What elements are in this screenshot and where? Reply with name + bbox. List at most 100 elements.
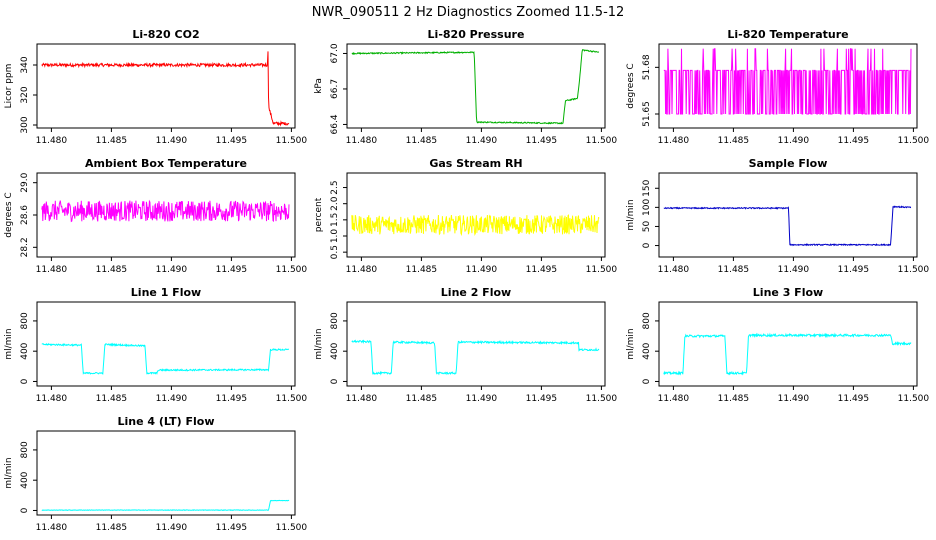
y-tick-label: 1.5 — [330, 213, 340, 227]
panel-title: Line 1 Flow — [131, 286, 201, 299]
series-line — [663, 48, 912, 115]
panel-line-1-flow: Line 1 Flow 11.480 11.485 11.490 11.495 11.50… — [4, 286, 307, 404]
x-tick-label: 11.485 — [406, 394, 438, 404]
y-tick-label: 150 — [642, 179, 652, 196]
x-tick-label: 11.490 — [156, 136, 188, 146]
x-tick-label: 11.485 — [718, 394, 750, 404]
x-tick-label: 11.495 — [838, 265, 870, 275]
panel-li-820-temperature: Li-820 Temperature 11.480 11.485 11.490 11.4… — [626, 28, 929, 146]
series-line — [41, 51, 290, 127]
x-tick-label: 11.480 — [658, 265, 690, 275]
panel-title: Line 2 Flow — [441, 286, 511, 299]
panel-line-3-flow: Line 3 Flow 11.480 11.485 11.490 11.495 11.50… — [626, 286, 929, 404]
plot-frame — [658, 43, 918, 129]
y-tick-label: 50 — [642, 220, 652, 232]
y-tick-label: 400 — [330, 342, 340, 359]
x-tick-label: 11.485 — [96, 394, 128, 404]
y-tick-label: 800 — [20, 441, 30, 458]
y-tick-label: 800 — [330, 312, 340, 329]
y-axis-label: ml/min — [314, 328, 324, 359]
x-tick-label: 11.480 — [658, 136, 690, 146]
x-tick-label: 11.500 — [898, 265, 930, 275]
x-tick-label: 11.490 — [156, 523, 188, 533]
panel-li-820-co2: Li-820 CO2 11.480 11.485 11.490 11.495 11.500… — [4, 28, 307, 146]
y-tick-label: 320 — [20, 86, 30, 103]
series-line — [41, 342, 289, 375]
x-tick-label: 11.485 — [406, 265, 438, 275]
x-tick-label: 11.485 — [718, 265, 750, 275]
x-tick-label: 11.495 — [526, 265, 558, 275]
y-axis-label: kPa — [314, 78, 324, 94]
panel-title: Line 4 (LT) Flow — [118, 415, 215, 428]
plot-frame — [658, 172, 918, 258]
plot-frame — [36, 301, 296, 387]
y-tick-label: 29.0 — [20, 172, 30, 192]
x-tick-label: 11.485 — [406, 136, 438, 146]
x-tick-label: 11.485 — [718, 136, 750, 146]
x-tick-label: 11.495 — [216, 523, 248, 533]
figure-title: NWR_090511 2 Hz Diagnostics Zoomed 11.5-… — [312, 5, 625, 20]
y-tick-label: 100 — [642, 199, 652, 216]
x-tick-label: 11.495 — [526, 394, 558, 404]
panel-li-820-pressure: Li-820 Pressure 11.480 11.485 11.490 11.495 1… — [314, 28, 617, 146]
x-tick-label: 11.495 — [526, 136, 558, 146]
x-tick-label: 11.485 — [96, 265, 128, 275]
x-tick-label: 11.480 — [36, 394, 68, 404]
y-tick-label: 28.6 — [20, 205, 30, 225]
panel-ambient-box-temperature: Ambient Box Temperature 11.480 11.485 11.49… — [4, 157, 307, 275]
y-tick-label: 66.7 — [330, 79, 340, 99]
series-line — [663, 205, 912, 247]
plot-frame — [36, 430, 296, 516]
x-tick-label: 11.495 — [216, 265, 248, 275]
series-line — [351, 214, 600, 237]
x-tick-label: 11.480 — [36, 265, 68, 275]
panel-line-4-lt-flow: Line 4 (LT) Flow 11.480 11.485 11.490 11.495… — [4, 415, 307, 533]
y-axis-label: ml/min — [626, 199, 636, 230]
y-axis-label: ml/min — [626, 328, 636, 359]
x-tick-label: 11.490 — [778, 136, 810, 146]
x-tick-label: 11.480 — [658, 394, 690, 404]
series-line — [351, 49, 599, 125]
x-tick-label: 11.500 — [276, 523, 308, 533]
y-tick-label: 0 — [642, 242, 652, 248]
panel-gas-stream-rh: Gas Stream RH 11.480 11.485 11.490 11.495 11.… — [314, 157, 617, 275]
panel-title: Li-820 Pressure — [428, 28, 525, 41]
x-tick-label: 11.485 — [96, 136, 128, 146]
panel-title: Li-820 Temperature — [727, 28, 848, 41]
x-tick-label: 11.490 — [466, 265, 498, 275]
x-tick-label: 11.500 — [898, 394, 930, 404]
series-line — [41, 499, 290, 511]
x-tick-label: 11.495 — [216, 136, 248, 146]
y-tick-label: 0 — [642, 378, 652, 384]
x-tick-label: 11.480 — [346, 265, 378, 275]
y-axis-label: percent — [314, 197, 324, 232]
x-tick-label: 11.500 — [276, 394, 308, 404]
y-axis-label: degrees C — [4, 192, 14, 237]
panel-title: Sample Flow — [749, 157, 828, 170]
series-line — [663, 332, 912, 376]
panel-title: Ambient Box Temperature — [85, 157, 247, 170]
y-tick-label: 0.5 — [330, 245, 340, 259]
y-tick-label: 51.65 — [642, 101, 652, 127]
series-line — [41, 199, 290, 223]
y-tick-label: 66.4 — [330, 114, 340, 134]
x-tick-label: 11.500 — [898, 136, 930, 146]
y-tick-label: 51.68 — [642, 54, 652, 80]
plot-frame — [658, 301, 918, 387]
x-tick-label: 11.495 — [216, 394, 248, 404]
plot-frame — [36, 43, 296, 129]
y-tick-label: 400 — [20, 471, 30, 488]
y-tick-label: 0 — [20, 507, 30, 513]
y-tick-label: 400 — [642, 342, 652, 359]
x-tick-label: 11.500 — [586, 394, 618, 404]
panel-title: Li-820 CO2 — [132, 28, 199, 41]
x-tick-label: 11.480 — [36, 136, 68, 146]
y-tick-label: 340 — [20, 56, 30, 73]
x-tick-label: 11.480 — [346, 136, 378, 146]
x-tick-label: 11.500 — [586, 265, 618, 275]
plot-frame — [346, 172, 606, 258]
x-tick-label: 11.485 — [96, 523, 128, 533]
x-tick-label: 11.490 — [466, 394, 498, 404]
x-tick-label: 11.500 — [276, 265, 308, 275]
